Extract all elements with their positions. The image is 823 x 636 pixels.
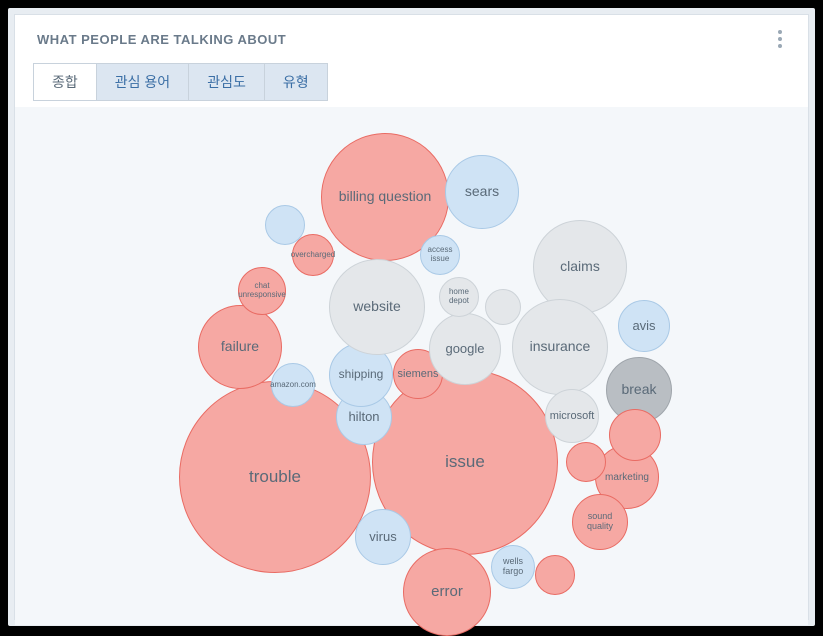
bubble-virus[interactable]: virus	[355, 509, 411, 565]
bubble-label: shipping	[337, 366, 386, 383]
panel-title: WHAT PEOPLE ARE TALKING ABOUT	[37, 32, 286, 47]
tab-0[interactable]: 종합	[33, 63, 97, 101]
bubble-label: website	[351, 297, 402, 316]
bubble-label: virus	[367, 528, 398, 546]
bubble-label: issue	[443, 451, 487, 474]
bubble-label: chat unresponsive	[236, 280, 288, 302]
bubble-label: sears	[463, 182, 501, 201]
tab-3[interactable]: 유형	[265, 63, 328, 101]
bubble-insurance[interactable]: insurance	[512, 299, 608, 395]
bubble-amazon-com[interactable]: amazon.com	[271, 363, 315, 407]
bubble-label: claims	[558, 257, 602, 276]
bubble-label: hilton	[346, 408, 381, 426]
tab-2[interactable]: 관심도	[189, 63, 265, 101]
bubble-label: avis	[630, 317, 657, 335]
bubble-website[interactable]: website	[329, 259, 425, 355]
panel-menu-icon[interactable]	[768, 27, 792, 51]
bubble-label: error	[429, 582, 465, 603]
bubble-25[interactable]	[535, 555, 575, 595]
bubble-28[interactable]	[265, 205, 305, 245]
bubble-sound-quality[interactable]: sound quality	[572, 494, 628, 550]
bubble-label: sound quality	[573, 510, 627, 534]
bubble-label: break	[619, 380, 658, 399]
bubble-chart: issue trouble billing question error failure…	[15, 107, 808, 625]
bubble-wells-fargo[interactable]: wells fargo	[491, 545, 535, 589]
bubble-label: home depot	[440, 286, 478, 308]
bubble-label: amazon.com	[268, 379, 318, 392]
bubble-label: billing question	[337, 187, 434, 206]
bubble-chat-unresponsive[interactable]: chat unresponsive	[238, 267, 286, 315]
panel-header: WHAT PEOPLE ARE TALKING ABOUT	[15, 15, 808, 59]
bubble-label: marketing	[603, 470, 651, 485]
bubble-avis[interactable]: avis	[618, 300, 670, 352]
bubble-overcharged[interactable]: overcharged	[292, 234, 334, 276]
bubble-microsoft[interactable]: microsoft	[545, 389, 599, 443]
bubble-failure[interactable]: failure	[198, 305, 282, 389]
topic-panel: WHAT PEOPLE ARE TALKING ABOUT 종합관심 용어관심도…	[14, 14, 809, 620]
tab-1[interactable]: 관심 용어	[97, 63, 189, 101]
bubble-label: microsoft	[548, 408, 597, 424]
bubble-label: access issue	[421, 244, 459, 266]
bubble-sears[interactable]: sears	[445, 155, 519, 229]
bubble-26[interactable]	[566, 442, 606, 482]
bubble-29[interactable]	[485, 289, 521, 325]
bubble-label: insurance	[528, 337, 593, 356]
bubble-google[interactable]: google	[429, 313, 501, 385]
bubble-error[interactable]: error	[403, 548, 491, 636]
bubble-label: wells fargo	[492, 555, 534, 579]
bubble-label: google	[443, 340, 486, 358]
bubble-27[interactable]	[609, 409, 661, 461]
bubble-label: trouble	[247, 466, 303, 489]
bubble-access-issue[interactable]: access issue	[420, 235, 460, 275]
tab-bar: 종합관심 용어관심도유형	[15, 59, 808, 101]
bubble-label: overcharged	[289, 249, 337, 262]
bubble-label: failure	[219, 337, 261, 356]
bubble-home-depot[interactable]: home depot	[439, 277, 479, 317]
